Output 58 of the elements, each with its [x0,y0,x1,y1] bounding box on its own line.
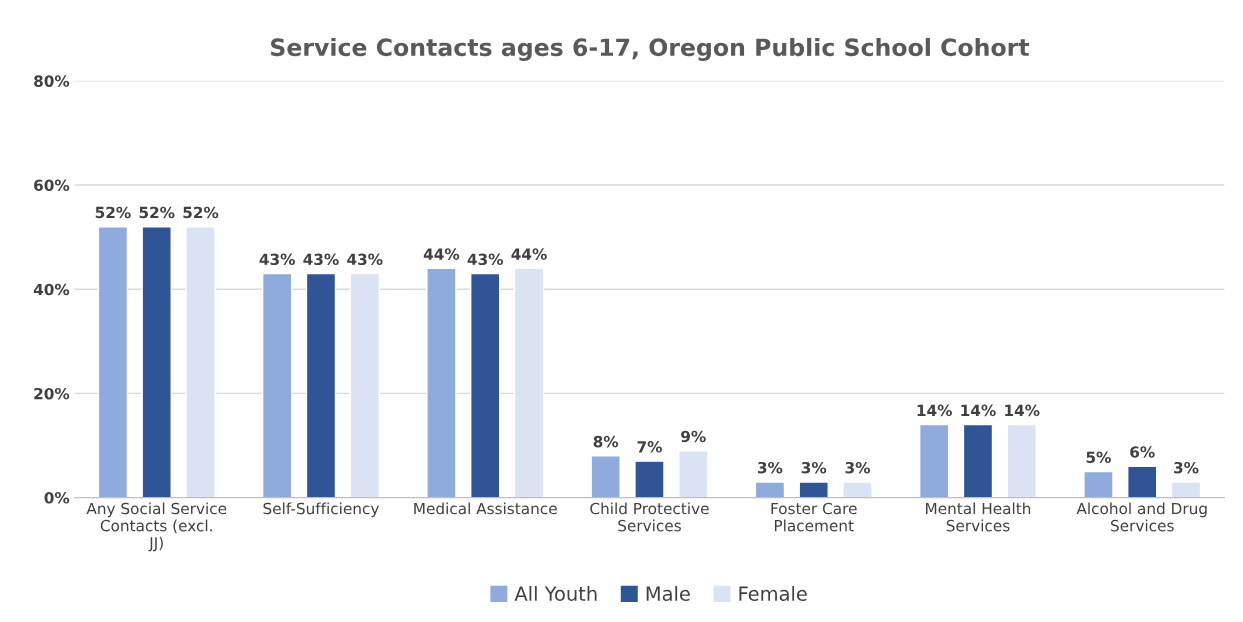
data-label: 52% [183,206,219,219]
bar [962,423,994,498]
x-tick-label: Mental Health Services [926,502,1031,532]
bar [678,450,709,498]
bar [261,272,293,498]
legend-label: Male [646,585,690,601]
bar [798,481,829,498]
bar [1006,423,1037,498]
y-tick-label: 40% [33,283,70,296]
bar [513,267,545,498]
bar [185,226,216,498]
data-label: 52% [139,206,175,219]
y-tick-label: 20% [34,387,70,400]
chart-title: Service Contacts ages 6-17, Oregon Public School Cohort [271,37,1030,61]
y-tick-label: 60% [34,179,70,192]
data-label: 3% [1174,461,1199,474]
bar [634,460,665,498]
data-label: 5% [1086,451,1111,464]
bar [918,423,950,498]
data-label: 6% [1130,446,1155,458]
x-tick-label: Self-Sufficiency [263,502,379,518]
data-label: 14% [961,404,996,417]
x-tick-label: Foster Care Placement [771,502,857,532]
x-tick-label: Medical Assistance [414,502,557,515]
data-label: 3% [801,461,827,474]
data-label: 3% [845,461,870,474]
bar [1127,465,1158,498]
bar [1083,470,1114,498]
data-label: 14% [917,404,952,417]
data-label: 52% [95,206,131,219]
x-tick-label: Child Protective Services [590,502,709,532]
bar [754,481,786,498]
data-label: 8% [593,435,619,448]
data-label: 43% [259,253,295,266]
bar [141,226,172,498]
legend-label: All Youth [514,585,597,601]
data-label: 7% [637,441,662,453]
bar [470,272,501,498]
bar [1170,481,1202,498]
y-tick-label: 0% [44,492,70,504]
data-label: 44% [511,248,547,260]
data-label: 3% [757,461,783,474]
bar [349,272,380,498]
bar [97,226,129,498]
bar [842,481,873,498]
data-label: 14% [1005,404,1040,417]
data-label: 9% [681,430,706,443]
x-tick-label: Alcohol and Drug Services [1076,502,1207,532]
y-tick-label: 80% [34,75,70,87]
bar [305,272,337,498]
x-tick-label: Any Social Service Contacts (excl. JJ) [86,502,227,552]
bar [590,455,621,498]
data-label: 43% [467,253,504,266]
data-label: 44% [423,248,460,260]
legend-label: Female [739,585,807,601]
data-label: 43% [347,253,383,266]
data-label: 43% [303,253,339,266]
bar [426,267,457,498]
